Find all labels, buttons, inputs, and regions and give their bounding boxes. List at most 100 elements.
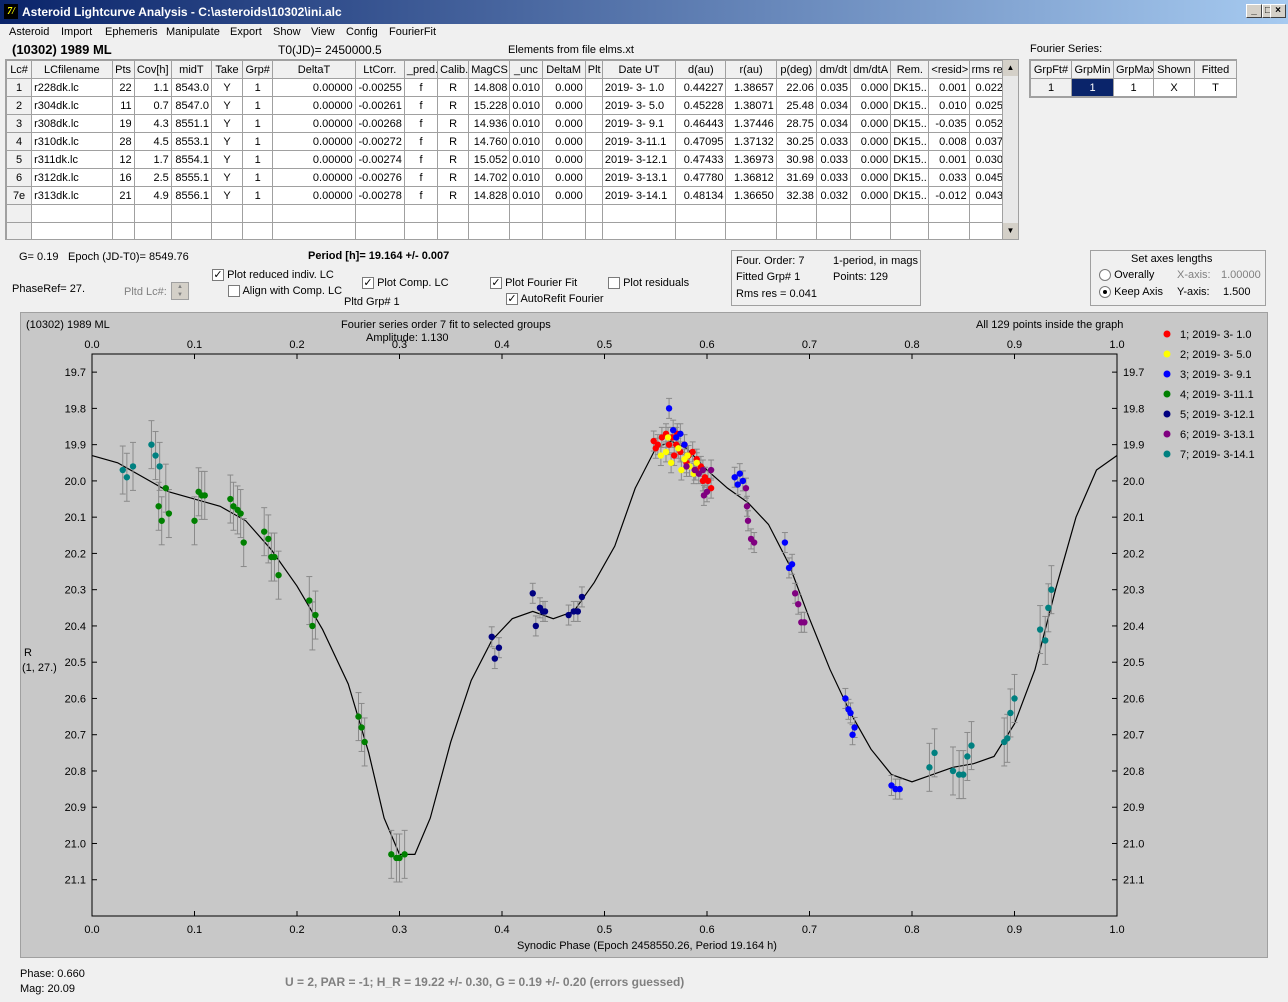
table-cell[interactable]: Y: [210, 132, 244, 151]
table-cell[interactable]: [675, 222, 727, 239]
table-cell[interactable]: 1: [6, 78, 33, 97]
table-cell[interactable]: f: [403, 186, 439, 205]
table-cell[interactable]: [111, 204, 135, 223]
table-cell[interactable]: 8553.1: [170, 132, 212, 151]
table-row[interactable]: 3 r308dk.lc 19 4.3 8551.1 Y 1 0.00000 -0.00268 f R…: [6, 114, 1004, 133]
table-cell[interactable]: f: [403, 168, 439, 187]
table-cell[interactable]: -0.00274: [354, 150, 405, 169]
table-cell[interactable]: [170, 222, 212, 239]
table-cell[interactable]: 0.000: [850, 114, 892, 133]
table-cell[interactable]: R: [437, 186, 470, 205]
table-cell[interactable]: 2019- 3-12.1: [601, 150, 677, 169]
x-axis-input[interactable]: 1.00000: [1221, 269, 1261, 281]
minimize-button[interactable]: _: [1246, 4, 1262, 18]
table-cell[interactable]: 14.808: [468, 78, 511, 97]
table-cell[interactable]: 30.25: [775, 132, 817, 151]
table-cell[interactable]: 1: [242, 168, 274, 187]
table-cell[interactable]: [584, 222, 603, 239]
fs-cell-grpmin[interactable]: 1: [1071, 78, 1114, 97]
table-cell[interactable]: 0.00000: [272, 168, 356, 187]
table-cell[interactable]: 0.00000: [272, 150, 356, 169]
fs-cell-fitted[interactable]: T: [1194, 78, 1237, 97]
col-header[interactable]: _pred.: [403, 60, 439, 79]
table-cell[interactable]: 8556.1: [170, 186, 212, 205]
table-cell[interactable]: f: [403, 114, 439, 133]
table-cell[interactable]: 0.033: [928, 168, 970, 187]
table-cell[interactable]: 1.36973: [725, 150, 777, 169]
table-cell[interactable]: r311dk.lc: [31, 150, 113, 169]
col-header[interactable]: Rem.: [890, 60, 930, 79]
table-cell[interactable]: Y: [210, 168, 244, 187]
plot-residuals-checkbox[interactable]: Plot residuals: [608, 277, 689, 290]
table-cell[interactable]: 8555.1: [170, 168, 212, 187]
table-cell[interactable]: 0.000: [541, 114, 586, 133]
table-cell[interactable]: 1: [242, 186, 274, 205]
table-cell[interactable]: 2019- 3-14.1: [601, 186, 677, 205]
table-cell[interactable]: 2.5: [133, 168, 172, 187]
table-cell[interactable]: 0.033: [815, 132, 852, 151]
table-cell[interactable]: 0.48134: [675, 186, 727, 205]
table-scrollbar[interactable]: ▲ ▼: [1002, 59, 1019, 240]
empty-row[interactable]: [6, 204, 1004, 223]
table-cell[interactable]: 0.001: [928, 150, 970, 169]
col-header[interactable]: MagCS: [468, 60, 511, 79]
table-cell[interactable]: [272, 222, 356, 239]
table-cell[interactable]: [242, 204, 274, 223]
table-cell[interactable]: 2019- 3-11.1: [601, 132, 677, 151]
table-cell[interactable]: 8547.0: [170, 96, 212, 115]
table-cell[interactable]: R: [437, 168, 470, 187]
table-row[interactable]: 5 r311dk.lc 12 1.7 8554.1 Y 1 0.00000 -0.00274 f R…: [6, 150, 1004, 169]
table-cell[interactable]: r312dk.lc: [31, 168, 113, 187]
table-cell[interactable]: 0.47780: [675, 168, 727, 187]
table-cell[interactable]: 0.000: [850, 168, 892, 187]
overally-radio[interactable]: Overally: [1099, 269, 1154, 282]
table-cell[interactable]: [775, 222, 817, 239]
fs-cell-grpft[interactable]: 1: [1030, 78, 1072, 97]
table-cell[interactable]: [509, 204, 543, 223]
table-cell[interactable]: 0.000: [850, 132, 892, 151]
table-cell[interactable]: 0.7: [133, 96, 172, 115]
table-row[interactable]: 6 r312dk.lc 16 2.5 8555.1 Y 1 0.00000 -0.00276 f R…: [6, 168, 1004, 187]
table-cell[interactable]: 1: [242, 114, 274, 133]
table-cell[interactable]: 0.010: [509, 150, 543, 169]
table-cell[interactable]: 0.034: [815, 96, 852, 115]
table-cell[interactable]: DK15..: [890, 78, 930, 97]
table-cell[interactable]: [928, 204, 970, 223]
col-header[interactable]: Date UT: [601, 60, 677, 79]
table-cell[interactable]: 21: [111, 186, 135, 205]
table-cell[interactable]: -0.00261: [354, 96, 405, 115]
col-header[interactable]: midT: [170, 60, 212, 79]
table-cell[interactable]: [584, 96, 603, 115]
table-cell[interactable]: 1.37446: [725, 114, 777, 133]
table-cell[interactable]: DK15..: [890, 114, 930, 133]
table-cell[interactable]: -0.00255: [354, 78, 405, 97]
col-header[interactable]: Calib.: [437, 60, 470, 79]
col-header[interactable]: Pts: [111, 60, 135, 79]
table-cell[interactable]: 0.00000: [272, 78, 356, 97]
table-cell[interactable]: 2019- 3- 5.0: [601, 96, 677, 115]
table-cell[interactable]: Y: [210, 114, 244, 133]
table-cell[interactable]: [31, 204, 113, 223]
col-header[interactable]: d(au): [675, 60, 727, 79]
table-cell[interactable]: 0.034: [815, 114, 852, 133]
table-cell[interactable]: 0.001: [928, 78, 970, 97]
table-cell[interactable]: 0.043: [968, 186, 1004, 205]
table-cell[interactable]: Y: [210, 150, 244, 169]
table-cell[interactable]: -0.012: [928, 186, 970, 205]
table-cell[interactable]: 3: [6, 114, 33, 133]
table-cell[interactable]: Y: [210, 78, 244, 97]
table-cell[interactable]: 1.37132: [725, 132, 777, 151]
table-cell[interactable]: [850, 204, 892, 223]
fourier-series-table[interactable]: GrpFt# GrpMin GrpMax Shown Fitted 1 1 1 …: [1029, 59, 1237, 98]
table-cell[interactable]: 0.000: [850, 150, 892, 169]
table-cell[interactable]: 0.47433: [675, 150, 727, 169]
table-cell[interactable]: -0.035: [928, 114, 970, 133]
table-cell[interactable]: DK15..: [890, 132, 930, 151]
table-cell[interactable]: [133, 204, 172, 223]
table-cell[interactable]: 28.75: [775, 114, 817, 133]
table-cell[interactable]: [584, 114, 603, 133]
table-cell[interactable]: -0.00272: [354, 132, 405, 151]
table-cell[interactable]: r304dk.lc: [31, 96, 113, 115]
scroll-down-icon[interactable]: ▼: [1003, 223, 1018, 239]
table-cell[interactable]: 31.69: [775, 168, 817, 187]
